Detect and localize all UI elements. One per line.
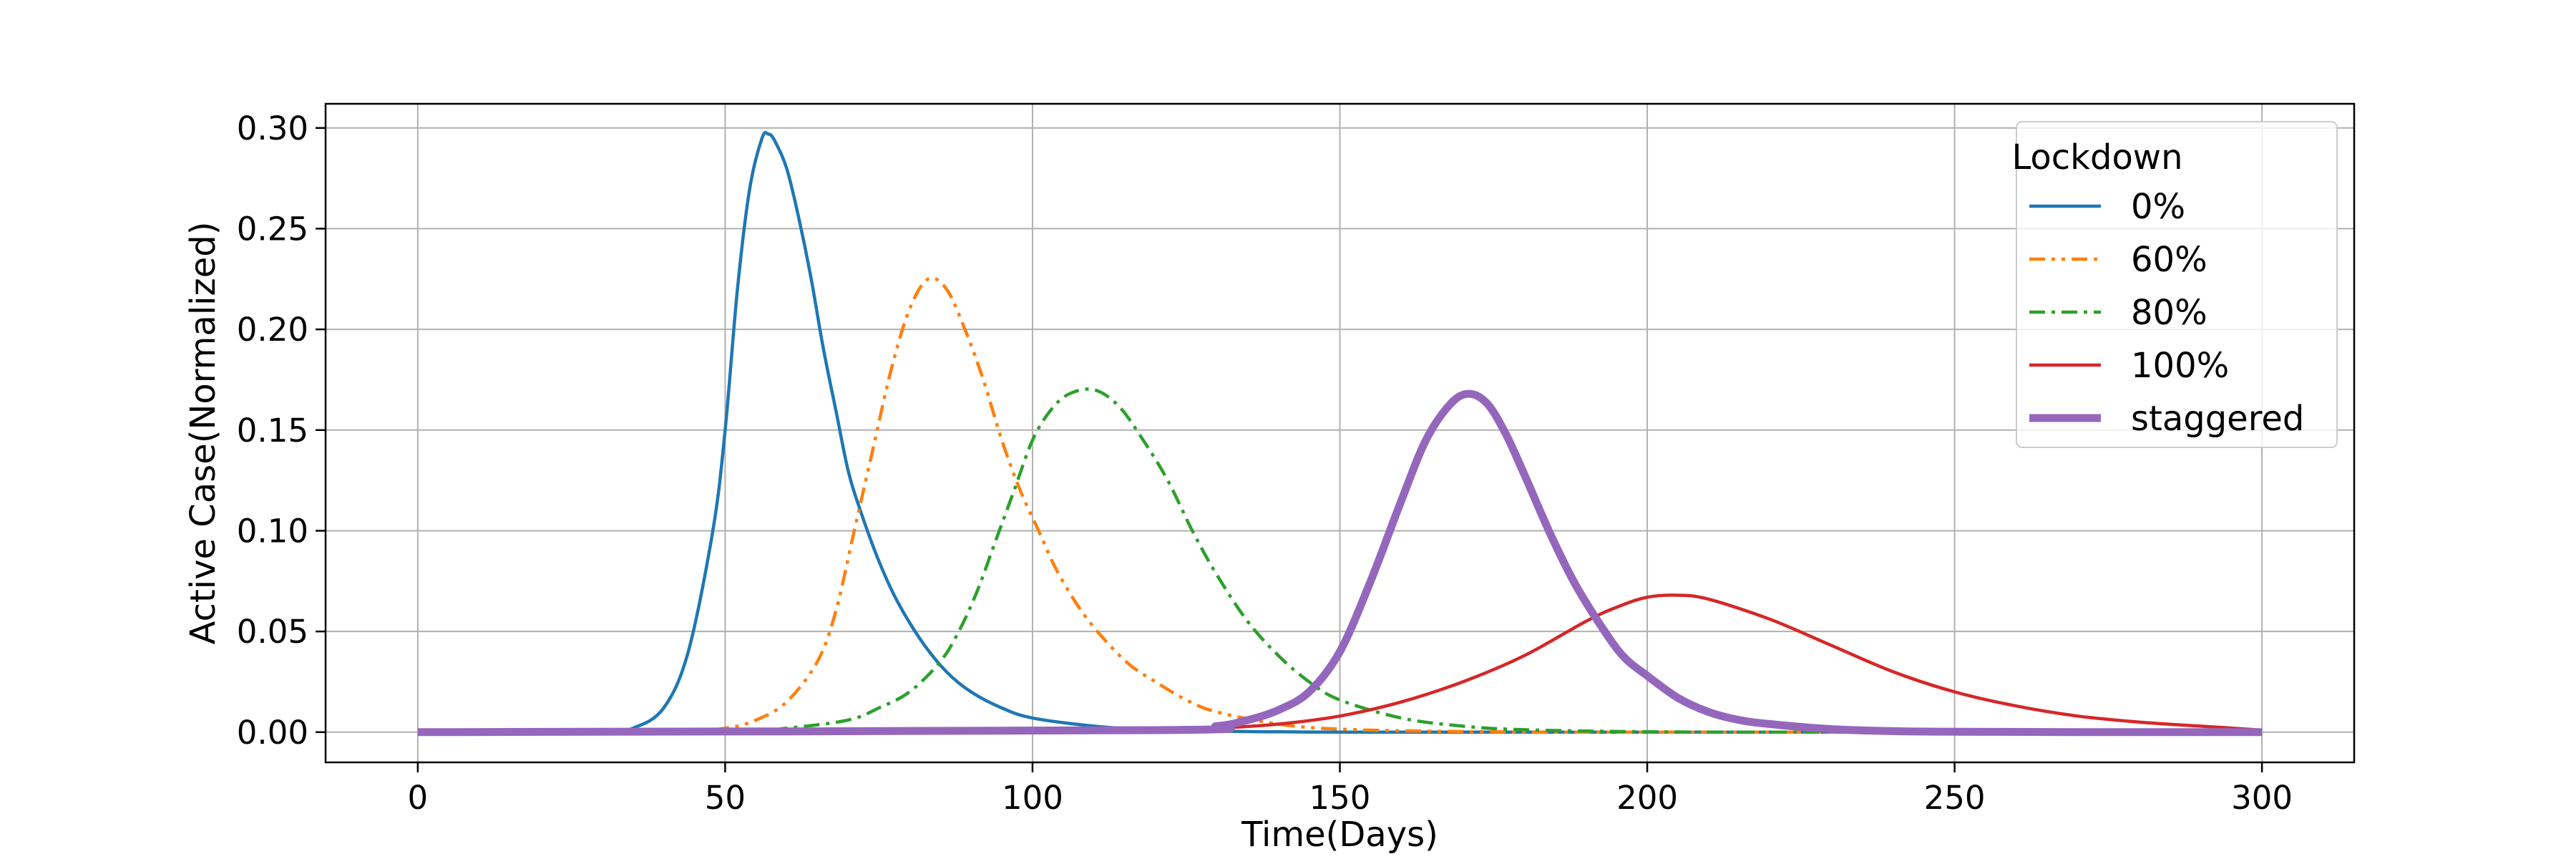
y-axis-label: Active Case(Normalized) <box>183 222 223 645</box>
legend-label-0: 0% <box>2131 187 2185 227</box>
legend-label-2: 80% <box>2131 293 2207 333</box>
y-tick-label: 0.15 <box>237 412 308 450</box>
series-line-4 <box>417 389 2263 737</box>
legend-title: Lockdown <box>2012 137 2183 178</box>
x-tick-label: 250 <box>1924 779 1986 817</box>
series-line-0 <box>417 130 2263 734</box>
y-tick-label: 0.10 <box>237 512 308 550</box>
x-tick-label: 0 <box>408 779 429 817</box>
legend-label-3: 100% <box>2131 346 2229 386</box>
series-lines <box>417 130 2263 737</box>
x-tick-label: 100 <box>1002 779 1063 817</box>
x-axis-label: Time(Days) <box>1241 815 1438 855</box>
x-tick-label: 50 <box>705 779 746 817</box>
x-tick-label: 300 <box>2231 779 2293 817</box>
y-tick-label: 0.25 <box>237 210 308 248</box>
x-tick-label: 200 <box>1616 779 1678 817</box>
legend-items: 0% 60% 80% 100% staggered <box>2029 187 2304 439</box>
legend: Lockdown 0% 60% 80% 100% staggered <box>2012 121 2338 448</box>
y-tick-label: 0.20 <box>237 311 308 349</box>
series-line-2 <box>417 387 2263 734</box>
legend-label-1: 60% <box>2131 240 2207 280</box>
legend-label-4: staggered <box>2131 399 2304 439</box>
axis-ticks: 0 50 100 150 200 250 300 0.00 0.05 0.10 0.15 0.20 0.… <box>237 110 2293 817</box>
x-tick-label: 150 <box>1309 779 1371 817</box>
y-tick-label: 0.30 <box>237 110 308 147</box>
y-tick-label: 0.00 <box>237 714 308 752</box>
series-line-1 <box>417 276 2263 734</box>
y-tick-label: 0.05 <box>237 613 308 651</box>
